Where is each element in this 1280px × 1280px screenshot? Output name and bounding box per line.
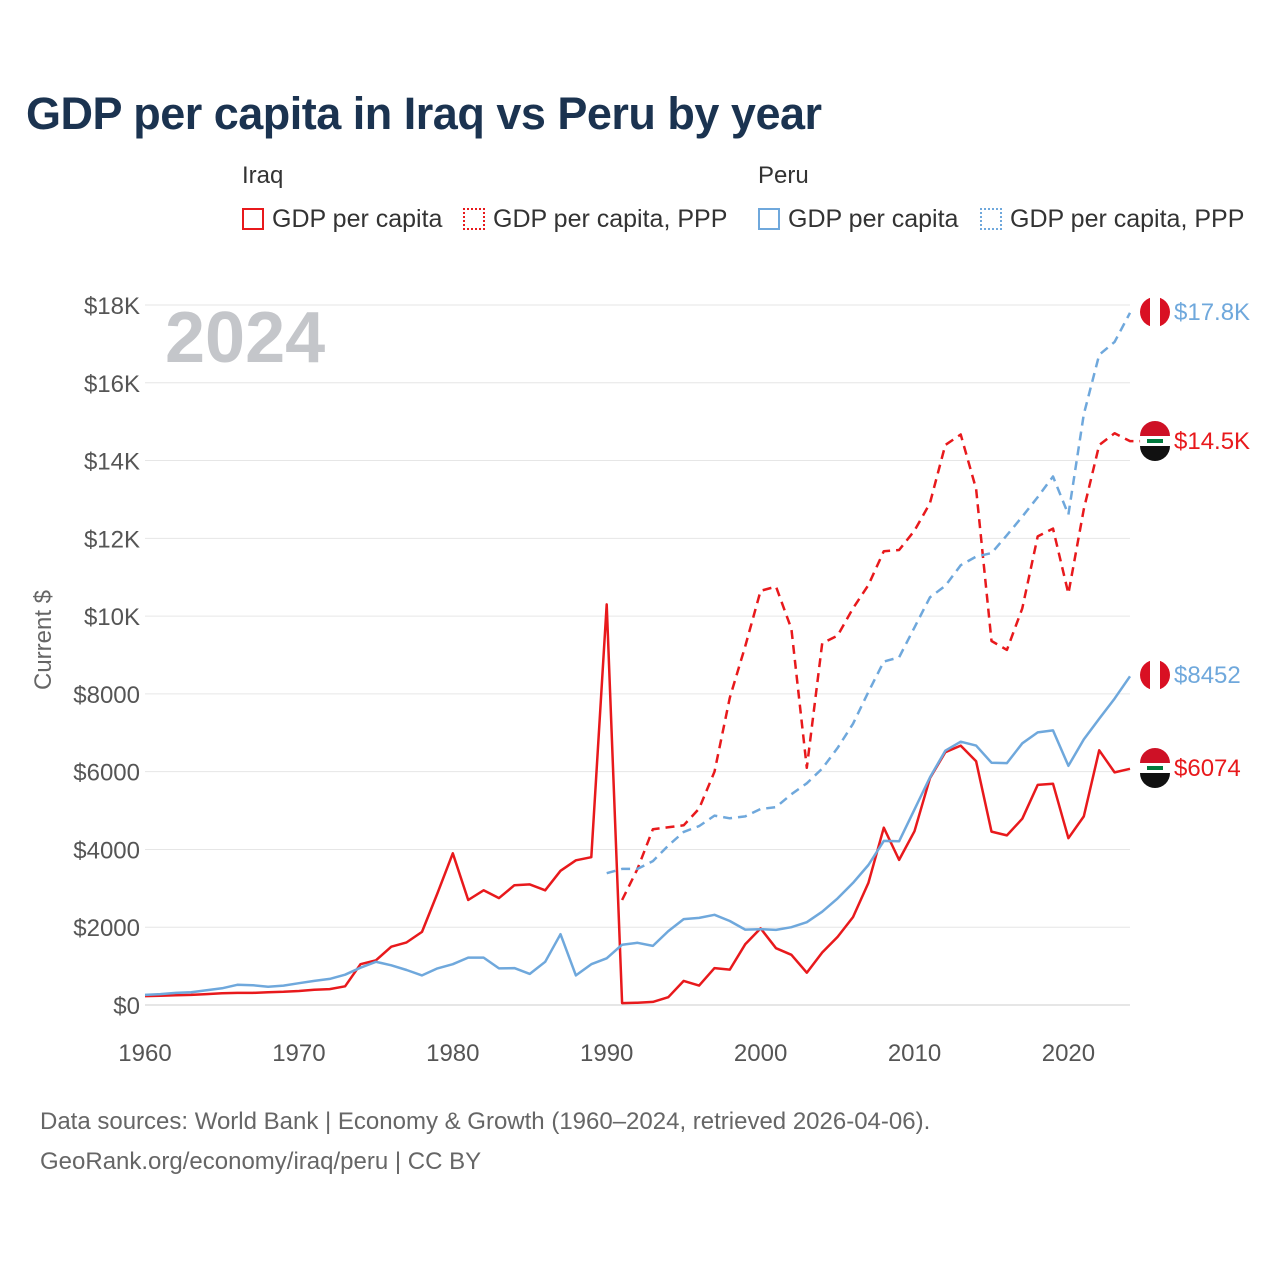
legend-swatch-iraq-gdp xyxy=(242,208,264,230)
legend-item-iraq-ppp[interactable]: GDP per capita, PPP xyxy=(463,204,727,234)
series-line xyxy=(144,675,1132,997)
peru-flag-icon xyxy=(1140,297,1170,327)
legend-swatch-iraq-ppp xyxy=(463,208,485,230)
y-tick-label: $2000 xyxy=(73,915,140,942)
series-line xyxy=(620,432,1146,901)
source-line-2[interactable]: GeoRank.org/economy/iraq/peru | CC BY xyxy=(40,1148,482,1175)
x-tick-label: 1980 xyxy=(426,1040,479,1067)
legend-swatch-peru-gdp xyxy=(758,208,780,230)
x-tick-label: 2020 xyxy=(1042,1040,1095,1067)
end-label-peru-ppp: $17.8K xyxy=(1174,299,1250,326)
legend-item-peru-gdp[interactable]: GDP per capita xyxy=(758,204,958,234)
end-flags xyxy=(1140,297,1170,788)
y-tick-label: $6000 xyxy=(73,760,140,787)
y-tick-label: $18K xyxy=(84,293,140,320)
y-tick-label: $0 xyxy=(113,993,140,1020)
x-axis-tick-labels: 1960 1970 1980 1990 2000 2010 2020 xyxy=(118,1040,1095,1067)
x-tick-label: 2010 xyxy=(888,1040,941,1067)
y-tick-label: $14K xyxy=(84,449,140,476)
end-label-iraq-ppp: $14.5K xyxy=(1174,428,1250,455)
series-line xyxy=(144,603,1131,1005)
x-tick-label: 1970 xyxy=(272,1040,325,1067)
series-lines xyxy=(144,312,1146,1005)
peru-flag-icon xyxy=(1140,660,1170,690)
y-tick-label: $12K xyxy=(84,526,140,553)
y-axis-tick-labels: $0 $2000 $4000 $6000 $8000 $10K $12K $14K $16K $1… xyxy=(73,293,140,1020)
grid-lines xyxy=(145,304,1130,1006)
legend-label-iraq-gdp: GDP per capita xyxy=(272,204,443,233)
line-chart: $0 $2000 $4000 $6000 $8000 $10K $12K $14K $16K $1… xyxy=(30,293,1250,1067)
legend-label-peru-ppp: GDP per capita, PPP xyxy=(1010,204,1245,233)
y-axis-title: Current $ xyxy=(30,590,57,690)
legend-item-iraq-gdp[interactable]: GDP per capita xyxy=(242,204,442,234)
legend-label-peru-gdp: GDP per capita xyxy=(788,204,959,233)
y-tick-label: $8000 xyxy=(73,682,140,709)
iraq-flag-icon xyxy=(1140,748,1170,788)
page-title: GDP per capita in Iraq vs Peru by year xyxy=(26,88,822,139)
series-line xyxy=(606,312,1132,875)
year-watermark: 2024 xyxy=(165,298,325,378)
end-label-peru-gdp: $8452 xyxy=(1174,662,1241,689)
y-tick-label: $16K xyxy=(84,371,140,398)
legend-label-iraq-ppp: GDP per capita, PPP xyxy=(493,204,728,233)
legend-swatch-peru-ppp xyxy=(980,208,1002,230)
iraq-flag-icon xyxy=(1140,421,1170,461)
x-tick-label: 2000 xyxy=(734,1040,787,1067)
x-tick-label: 1960 xyxy=(118,1040,171,1067)
y-tick-label: $4000 xyxy=(73,837,140,864)
end-label-iraq-gdp: $6074 xyxy=(1174,755,1241,782)
legend-group-peru: Peru xyxy=(758,162,809,189)
legend-group-iraq: Iraq xyxy=(242,162,284,189)
legend-item-peru-ppp[interactable]: GDP per capita, PPP xyxy=(980,204,1244,234)
x-tick-label: 1990 xyxy=(580,1040,633,1067)
y-tick-label: $10K xyxy=(84,604,140,631)
source-line-1: Data sources: World Bank | Economy & Gro… xyxy=(40,1108,931,1135)
